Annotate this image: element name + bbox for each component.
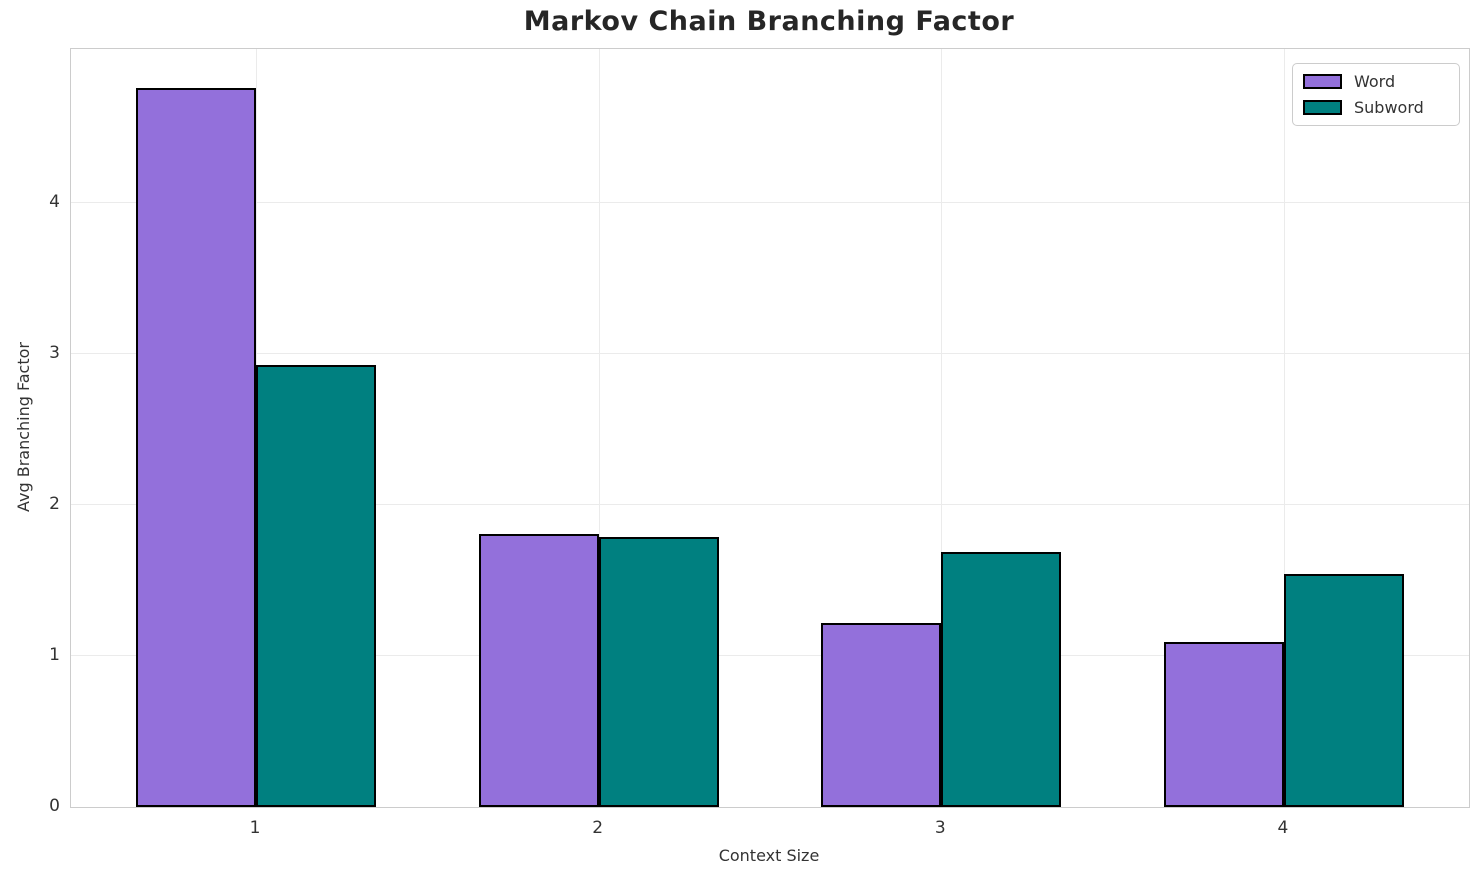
y-tick-label-4: 4 [49,192,60,213]
gridline-y-1 [71,655,1469,657]
gridline-x-3 [941,49,943,807]
y-tick-label-2: 2 [49,494,60,514]
gridline-y-2 [71,504,1469,506]
gridline-x-2 [598,49,600,807]
y-axis-label: Avg Branching Factor [14,342,33,512]
plot-area [70,48,1470,808]
x-tick-label-2: 2 [592,818,604,838]
y-tick-label-1: 1 [49,645,60,665]
x-tick-label-1: 1 [249,818,261,838]
legend-item-word: Word [1303,72,1449,91]
gridline-x-4 [1283,49,1285,807]
bar-word-context-1 [136,88,257,807]
bar-word-context-4 [1164,642,1284,807]
bar-subword-context-4 [1283,574,1404,807]
x-tick-label-3: 3 [934,818,946,838]
legend-label-word: Word [1354,72,1396,91]
bar-subword-context-2 [598,536,719,807]
subword-series-swatch [1303,100,1342,115]
bar-word-context-2 [478,533,599,807]
gridline-y-3 [71,353,1469,355]
chart-title: Markov Chain Branching Factor [523,6,1015,37]
bar-word-context-3 [821,622,942,807]
legend: Word Subword [1292,63,1460,126]
y-tick-label-3: 3 [49,343,60,363]
bar-subword-context-1 [256,364,376,807]
word-series-swatch [1303,74,1342,89]
legend-label-subword: Subword [1354,98,1424,117]
x-axis-label: Context Size [718,846,820,865]
bar-subword-context-3 [941,551,1062,807]
x-tick-label-4: 4 [1277,818,1289,838]
legend-item-subword: Subword [1303,98,1449,117]
gridline-y-4 [71,202,1469,204]
y-tick-label-0: 0 [49,796,60,816]
